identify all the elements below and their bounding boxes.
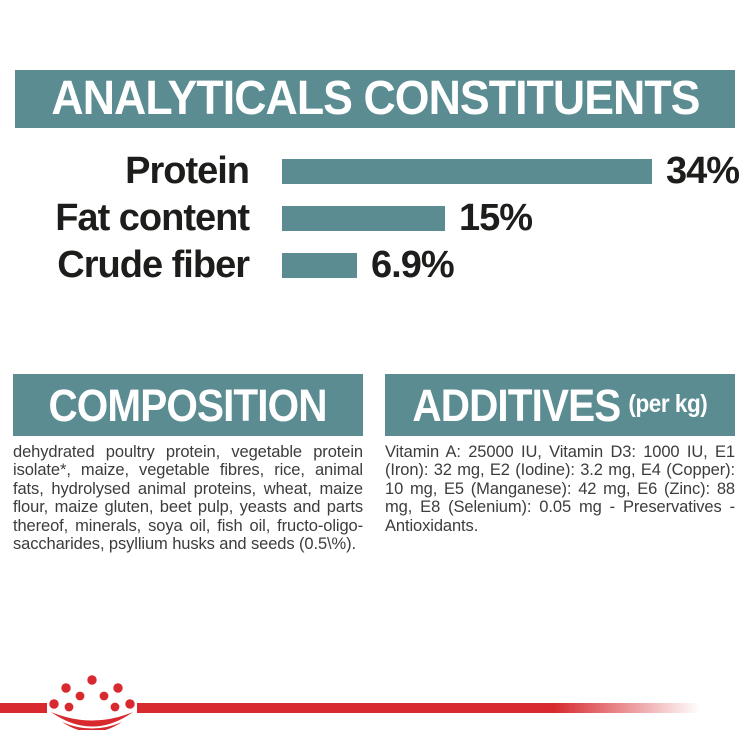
chart-bar xyxy=(282,253,357,278)
chart-row: Crude fiber 6.9% xyxy=(0,242,750,289)
chart-row: Fat content 15% xyxy=(0,195,750,242)
chart-bar xyxy=(282,159,652,184)
composition-section: COMPOSITION dehydrated poultry protein, … xyxy=(13,374,363,553)
additives-banner: ADDITIVES (per kg) xyxy=(385,374,735,436)
additives-title: ADDITIVES xyxy=(412,379,622,431)
composition-body: dehydrated poultry protein, vegetable pr… xyxy=(13,443,363,554)
analyticals-banner: ANALYTICALS CONSTITUENTS xyxy=(15,70,735,128)
chart-value-label: 34% xyxy=(666,150,740,192)
analyticals-chart: Protein 34% Fat content 15% Crude fiber 6.9% xyxy=(0,148,750,289)
analyticals-title: ANALYTICALS CONSTITUENTS xyxy=(50,72,700,125)
additives-title-wrap: ADDITIVES (per kg) xyxy=(413,383,708,428)
additives-body: Vitamin A: 25000 IU, Vitamin D3: 1000 IU… xyxy=(385,443,735,535)
composition-banner: COMPOSITION xyxy=(13,374,363,436)
brand-line-left xyxy=(0,703,47,713)
chart-value-label: 6.9% xyxy=(371,244,455,286)
chart-row: Protein 34% xyxy=(0,148,750,195)
additives-section: ADDITIVES (per kg) Vitamin A: 25000 IU, … xyxy=(385,374,735,535)
chart-category-label: Protein xyxy=(125,150,250,192)
chart-category-label: Fat content xyxy=(55,197,250,239)
additives-subtitle: (per kg) xyxy=(628,389,708,418)
brand-line-right xyxy=(137,703,700,713)
crown-band xyxy=(51,712,133,730)
chart-category-label: Crude fiber xyxy=(57,244,250,286)
composition-title: COMPOSITION xyxy=(48,379,328,431)
chart-value-label: 15% xyxy=(459,197,533,239)
royal-canin-crown-icon xyxy=(48,672,136,730)
crown-dots xyxy=(49,675,135,712)
chart-bar xyxy=(282,206,445,231)
